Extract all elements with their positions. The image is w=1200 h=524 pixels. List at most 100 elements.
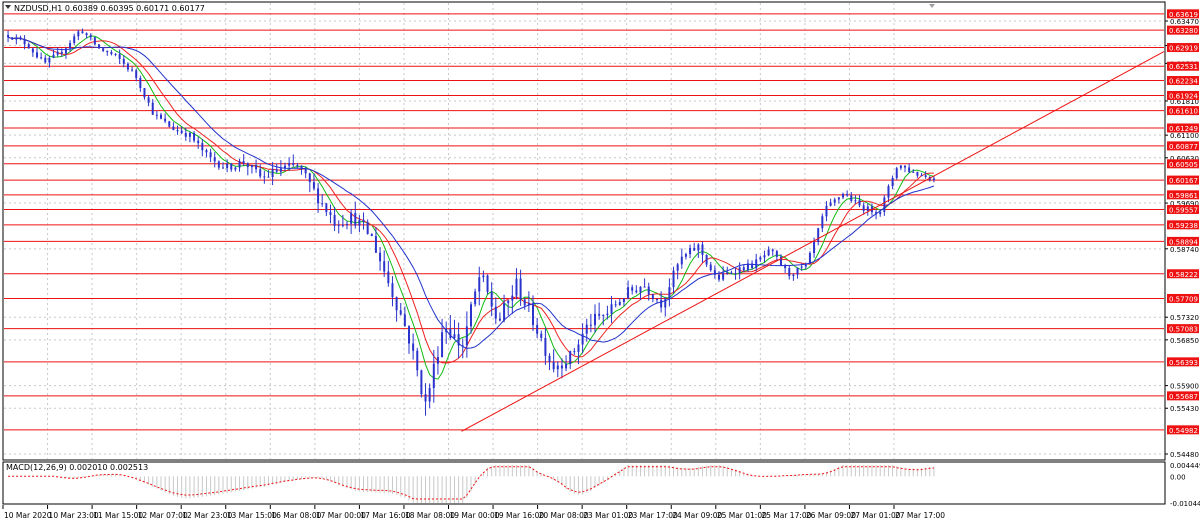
candle-body [895, 168, 898, 179]
price-tick-label: 0.54480 [1170, 451, 1199, 459]
candle-body [904, 165, 906, 168]
candle-body [31, 48, 34, 53]
candle-body [143, 88, 146, 98]
candle-body [503, 303, 506, 321]
level-badge-label: 0.59861 [1169, 192, 1198, 200]
candle-body [325, 203, 328, 213]
candle-body [222, 167, 224, 169]
candle-body [494, 306, 497, 319]
level-badge [1167, 175, 1199, 185]
candle-body [635, 290, 638, 293]
main-chart-area[interactable] [2, 1, 1166, 461]
candle-body [11, 37, 14, 40]
scroll-shift-icon[interactable] [929, 4, 935, 8]
candle-body [651, 294, 654, 300]
candle-body [89, 35, 92, 38]
candle-body [643, 286, 646, 288]
price-tick-label: 0.59690 [1170, 200, 1199, 208]
time-tick-label: 16 Mar 08:00 [271, 511, 321, 520]
candle-body [817, 228, 820, 242]
candle-body [358, 219, 361, 226]
candle-body [722, 273, 725, 280]
macd-panel[interactable] [2, 461, 1166, 505]
time-tick-label: 26 Mar 09:00 [806, 511, 856, 520]
candle-body [565, 363, 568, 369]
candle-body [887, 186, 890, 198]
candle-body [883, 197, 886, 212]
level-badge [1167, 391, 1199, 401]
candle-body [482, 275, 485, 278]
level-badge [1167, 106, 1199, 116]
candle-body [27, 44, 30, 49]
candle-body [370, 233, 373, 237]
time-tick-label: 23 Mar 17:00 [628, 511, 678, 520]
candle-body [428, 388, 431, 402]
level-badge [1167, 357, 1199, 367]
candle-body [515, 278, 518, 296]
candle-body [656, 299, 658, 301]
time-tick-label: 27 Mar 17:00 [895, 511, 945, 520]
level-price-badges: 0.63619 0.63280 0.62919 0.62531 0.62234 0.619… [1167, 9, 1199, 435]
candle-body [250, 164, 253, 168]
candle-body [540, 333, 543, 338]
time-tick-label: 23 Mar 01:00 [583, 511, 633, 520]
trendline[interactable] [461, 51, 1165, 432]
candle-body [705, 254, 708, 265]
level-badge [1167, 9, 1199, 19]
price-tick-label: 0.60630 [1170, 155, 1199, 163]
candle-body [730, 272, 733, 274]
candle-body [77, 31, 80, 37]
candle-body [197, 140, 200, 144]
level-badge-label: 0.62531 [1169, 63, 1198, 71]
candle-body [924, 175, 927, 177]
level-badge [1167, 236, 1199, 246]
candle-body [432, 363, 435, 389]
level-badge-label: 0.61610 [1169, 108, 1198, 116]
candle-body [751, 263, 754, 269]
level-badge-label: 0.56393 [1169, 359, 1198, 367]
candle-body [19, 37, 22, 40]
level-badge [1167, 123, 1199, 133]
candle-body [263, 176, 266, 178]
candle-body [275, 169, 278, 172]
candle-body [329, 212, 332, 215]
candle-body [98, 44, 100, 49]
candle-body [713, 270, 716, 275]
candle-body [350, 212, 353, 224]
candle-body [36, 52, 38, 58]
candle-body [813, 241, 816, 254]
candle-body [598, 313, 601, 316]
candle-body [52, 54, 55, 58]
candle-body [693, 247, 696, 251]
candle-body [118, 54, 121, 59]
candle-body [56, 51, 59, 55]
candle-body [292, 163, 295, 166]
candle-body [271, 169, 274, 178]
time-tick-label: 19 Mar 00:00 [450, 511, 500, 520]
level-badge-label: 0.60167 [1169, 177, 1198, 185]
candle-body [875, 212, 878, 215]
candle-body [470, 304, 472, 327]
level-badge-label: 0.55687 [1169, 393, 1198, 401]
candle-body [449, 328, 452, 338]
candle-body [188, 132, 191, 137]
level-badge-label: 0.63280 [1169, 27, 1198, 35]
level-badge [1167, 90, 1199, 100]
chart-dropdown-icon[interactable] [5, 5, 11, 9]
candle-body [205, 150, 208, 153]
candle-body [842, 193, 844, 198]
candle-body [825, 205, 828, 217]
candle-body [833, 199, 836, 203]
candle-body [577, 344, 580, 352]
candle-body [784, 265, 787, 269]
price-tick-label: 0.63470 [1170, 18, 1199, 26]
macd-signal-line [8, 466, 934, 500]
macd-tick-label: 0.00 [1170, 473, 1186, 481]
candle-body [862, 205, 865, 211]
candle-body [337, 225, 340, 227]
level-badge-label: 0.59238 [1169, 222, 1198, 230]
time-tick-label: 10 Mar 23:00 [49, 511, 99, 520]
candle-body [7, 34, 10, 38]
candle-body [168, 121, 171, 127]
level-badge [1167, 269, 1199, 279]
